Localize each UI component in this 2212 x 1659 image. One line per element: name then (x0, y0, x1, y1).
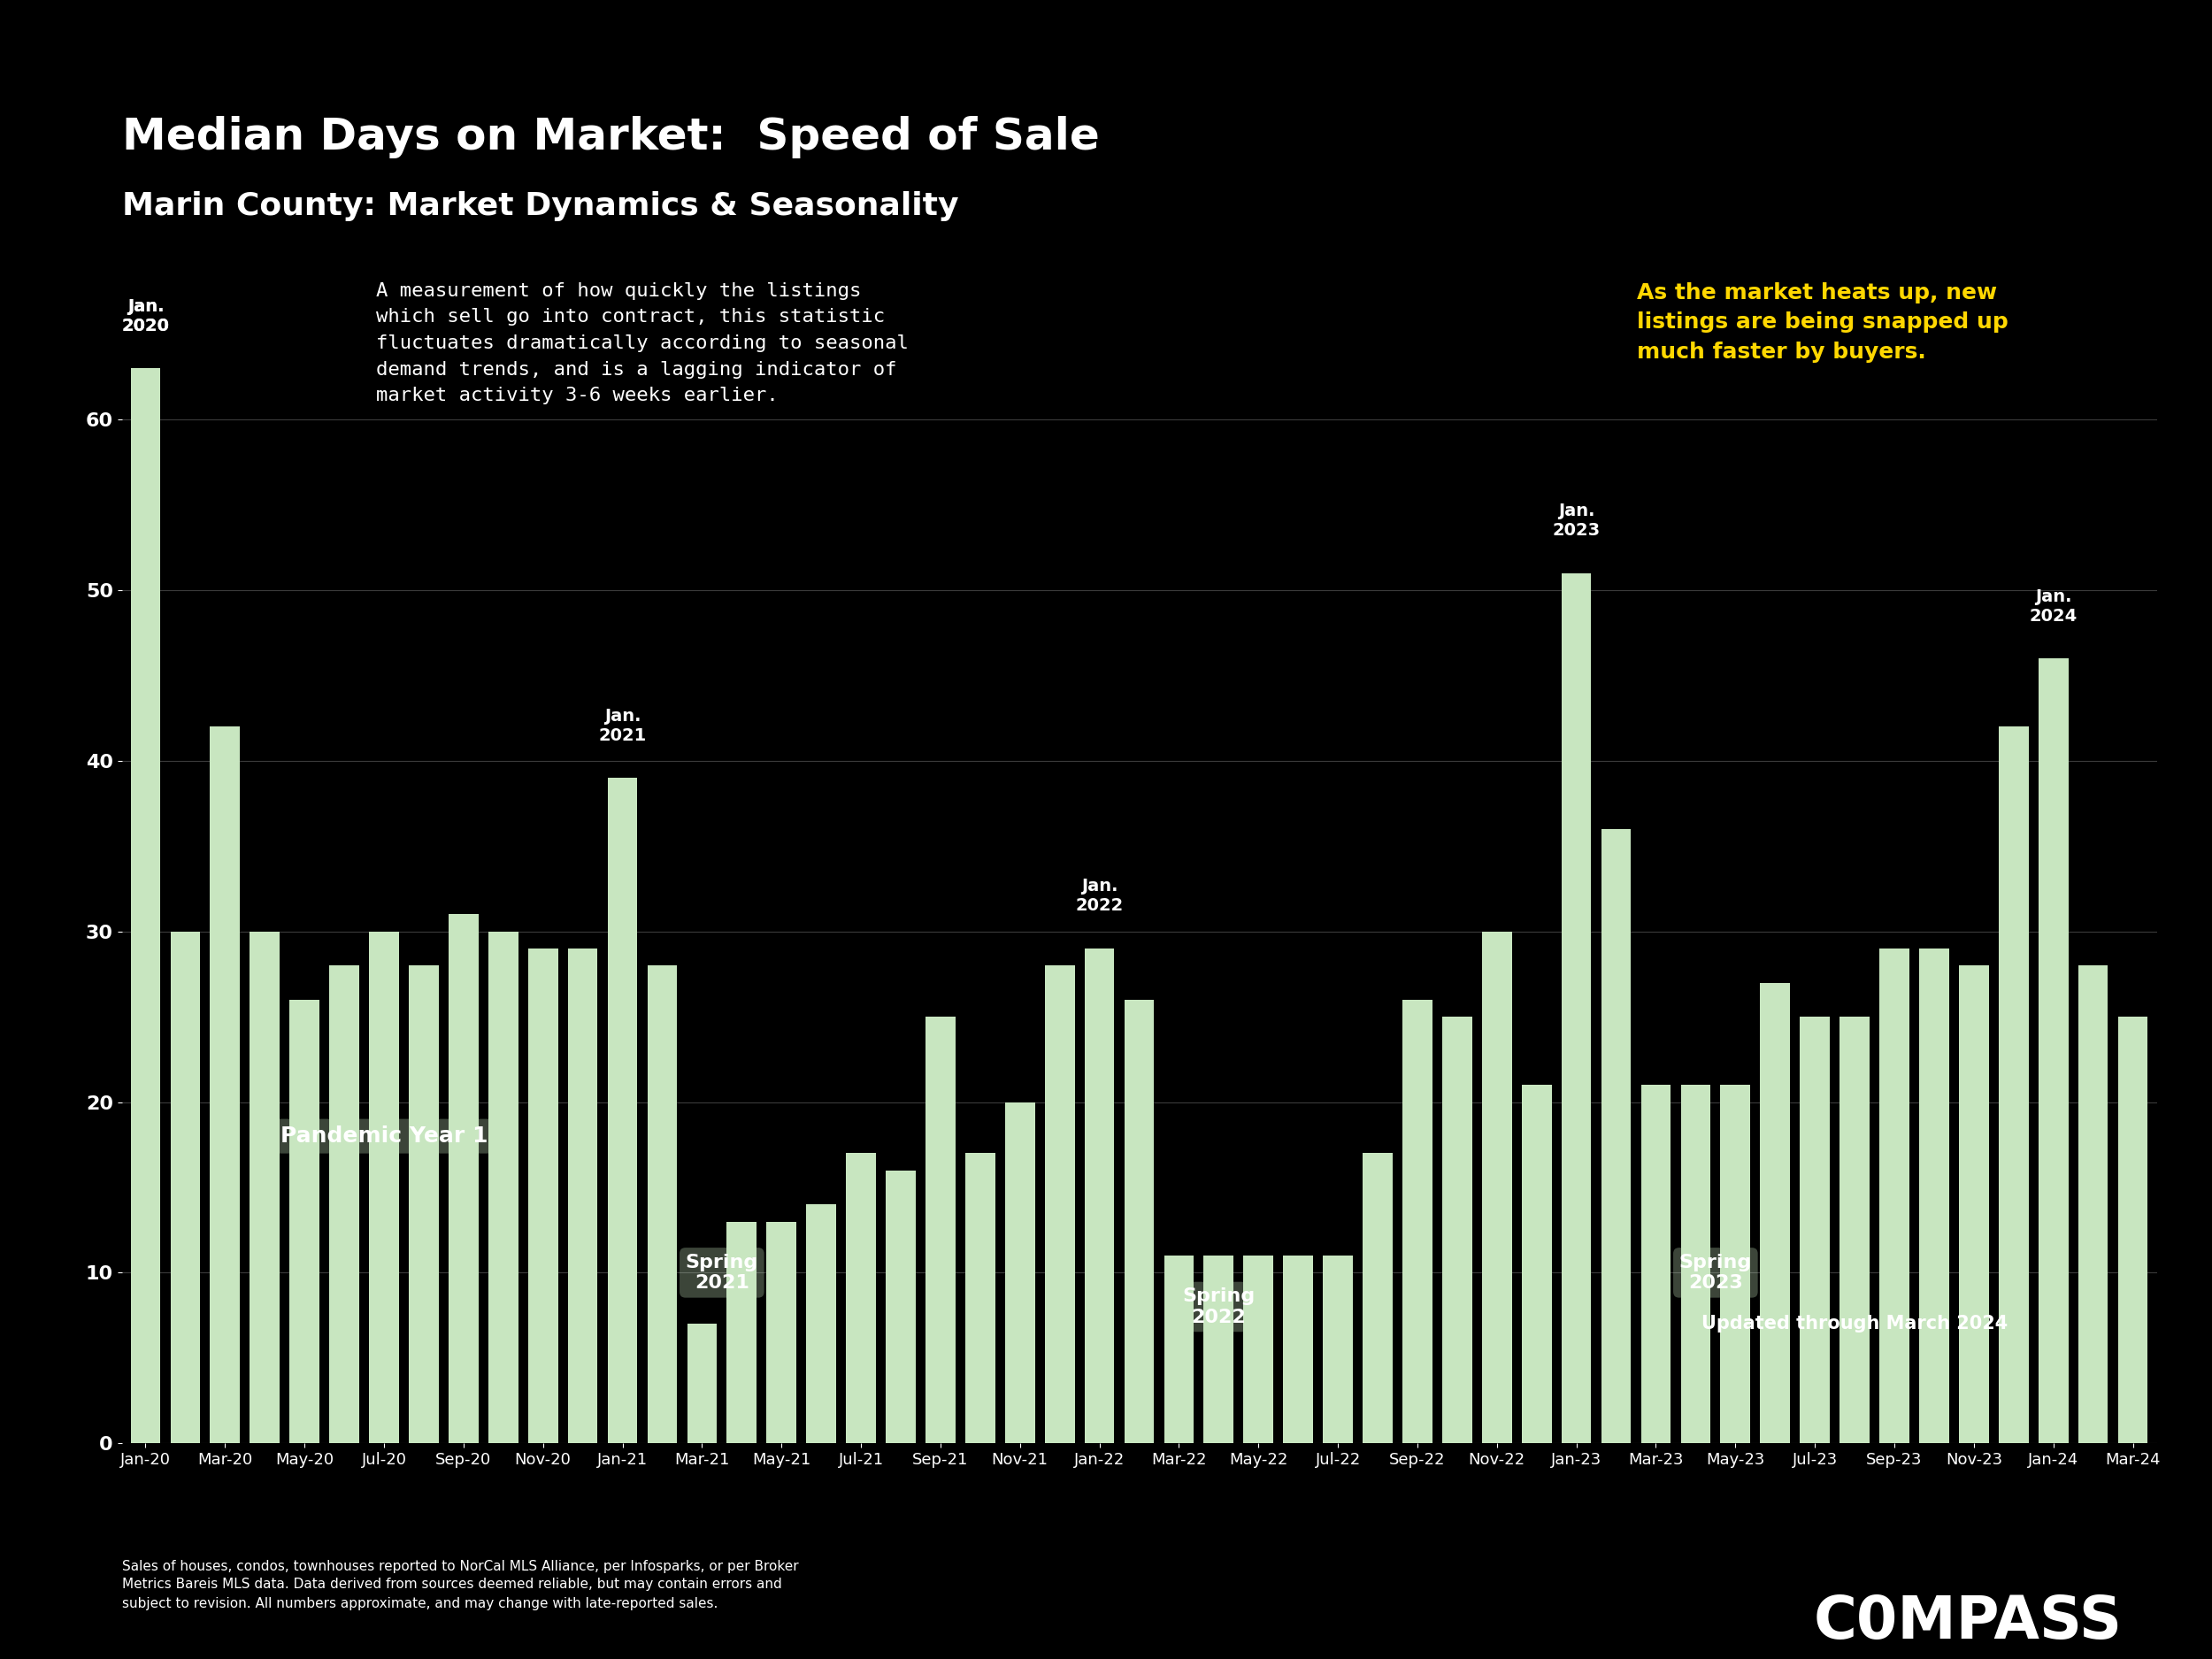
Bar (170, 931, 199, 1443)
Bar (608, 778, 637, 1443)
Bar (1402, 1000, 1433, 1443)
Bar (1721, 1085, 1750, 1443)
Bar (2039, 659, 2068, 1443)
Text: Pandemic Year 1: Pandemic Year 1 (281, 1125, 487, 1146)
Bar (1522, 1085, 1551, 1443)
Text: Spring
2023: Spring 2023 (1679, 1254, 1752, 1292)
Bar (1442, 1017, 1471, 1443)
Bar (1004, 1102, 1035, 1443)
Bar (807, 1204, 836, 1443)
Text: Jan.
2020: Jan. 2020 (122, 299, 170, 333)
Bar (885, 1170, 916, 1443)
Bar (1363, 1153, 1394, 1443)
Bar (1920, 949, 1949, 1443)
Bar (1562, 572, 1590, 1443)
Bar (1283, 1256, 1314, 1443)
Text: Jan.
2021: Jan. 2021 (599, 707, 646, 743)
Bar (1323, 1256, 1354, 1443)
Bar (290, 1000, 319, 1443)
Bar (1801, 1017, 1829, 1443)
Bar (964, 1153, 995, 1443)
Bar (1124, 1000, 1155, 1443)
Bar (728, 1221, 757, 1443)
Bar (1482, 931, 1511, 1443)
Bar (1960, 966, 1989, 1443)
Bar (1243, 1256, 1274, 1443)
Bar (1840, 1017, 1869, 1443)
Text: Jan.
2020: Jan. 2020 (122, 299, 170, 333)
Bar (489, 931, 518, 1443)
Bar (2117, 1017, 2148, 1443)
Text: C0MPASS: C0MPASS (1814, 1593, 2124, 1651)
Bar (925, 1017, 956, 1443)
Text: Sales of houses, condos, townhouses reported to NorCal MLS Alliance, per Infospa: Sales of houses, condos, townhouses repo… (122, 1559, 799, 1609)
Bar (2079, 966, 2108, 1443)
Bar (1880, 949, 1909, 1443)
Text: Jan.
2023: Jan. 2023 (1553, 503, 1599, 539)
Bar (845, 1153, 876, 1443)
Bar (250, 931, 279, 1443)
Bar (409, 966, 438, 1443)
Text: Marin County: Market Dynamics & Seasonality: Marin County: Market Dynamics & Seasonal… (122, 191, 958, 221)
Bar (568, 949, 597, 1443)
Bar (1044, 966, 1075, 1443)
Bar (1164, 1256, 1194, 1443)
Bar (1601, 830, 1630, 1443)
Bar (210, 727, 239, 1443)
Text: Jan.
2022: Jan. 2022 (1075, 878, 1124, 914)
Bar (1681, 1085, 1710, 1443)
Bar (2000, 727, 2028, 1443)
Bar (369, 931, 398, 1443)
Bar (768, 1221, 796, 1443)
Bar (330, 966, 358, 1443)
Text: A measurement of how quickly the listings
which sell go into contract, this stat: A measurement of how quickly the listing… (376, 282, 909, 405)
Bar (131, 368, 161, 1443)
Bar (1641, 1085, 1670, 1443)
Text: Spring
2022: Spring 2022 (1181, 1287, 1254, 1326)
Text: As the market heats up, new
listings are being snapped up
much faster by buyers.: As the market heats up, new listings are… (1637, 282, 2008, 363)
Bar (648, 966, 677, 1443)
Bar (688, 1324, 717, 1443)
Bar (1203, 1256, 1234, 1443)
Text: Spring
2021: Spring 2021 (686, 1254, 759, 1292)
Text: Updated through March 2024: Updated through March 2024 (1701, 1316, 2008, 1332)
Bar (529, 949, 557, 1443)
Bar (1084, 949, 1115, 1443)
Text: Jan.
2024: Jan. 2024 (2028, 587, 2077, 624)
Bar (449, 914, 478, 1443)
Bar (1761, 982, 1790, 1443)
Text: Median Days on Market:  Speed of Sale: Median Days on Market: Speed of Sale (122, 116, 1099, 159)
